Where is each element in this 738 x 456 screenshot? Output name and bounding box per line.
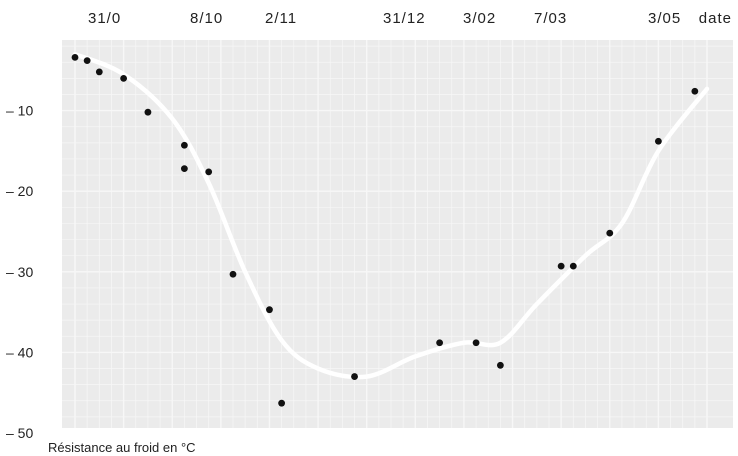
data-point	[180, 165, 188, 173]
data-point	[436, 339, 444, 347]
data-point	[654, 137, 662, 145]
x-tick-label: 8/10	[190, 10, 223, 27]
data-point	[120, 74, 128, 82]
data-point	[472, 339, 480, 347]
y-tick-label: – 30	[6, 264, 33, 280]
data-point	[266, 306, 273, 314]
y-tick-label: – 20	[6, 183, 33, 199]
x-tick-label: 7/03	[534, 10, 567, 27]
data-point	[83, 57, 91, 65]
data-point	[95, 68, 103, 76]
x-tick-label: 2/11	[265, 10, 297, 27]
data-point	[71, 54, 79, 61]
y-tick-label: – 10	[6, 103, 33, 119]
data-point	[351, 373, 358, 380]
data-point	[180, 141, 188, 149]
plot-panel	[62, 40, 733, 428]
data-point	[496, 361, 504, 369]
x-tick-label: 31/12	[383, 10, 426, 27]
data-point	[691, 87, 699, 95]
x-tick-label: 31/0	[88, 10, 121, 27]
data-point	[144, 108, 152, 116]
data-point	[569, 262, 577, 270]
data-point	[557, 262, 565, 270]
y-axis-label: Résistance au froid en °C	[48, 440, 196, 455]
y-tick-label: – 50	[6, 425, 33, 441]
data-point	[278, 399, 286, 407]
data-point	[606, 229, 614, 237]
x-axis-label: date	[699, 10, 732, 27]
x-tick-label: 3/05	[648, 10, 681, 27]
data-point	[205, 168, 213, 176]
y-tick-label: – 40	[6, 344, 33, 360]
x-tick-label: 3/02	[463, 10, 496, 27]
data-point	[229, 270, 237, 278]
